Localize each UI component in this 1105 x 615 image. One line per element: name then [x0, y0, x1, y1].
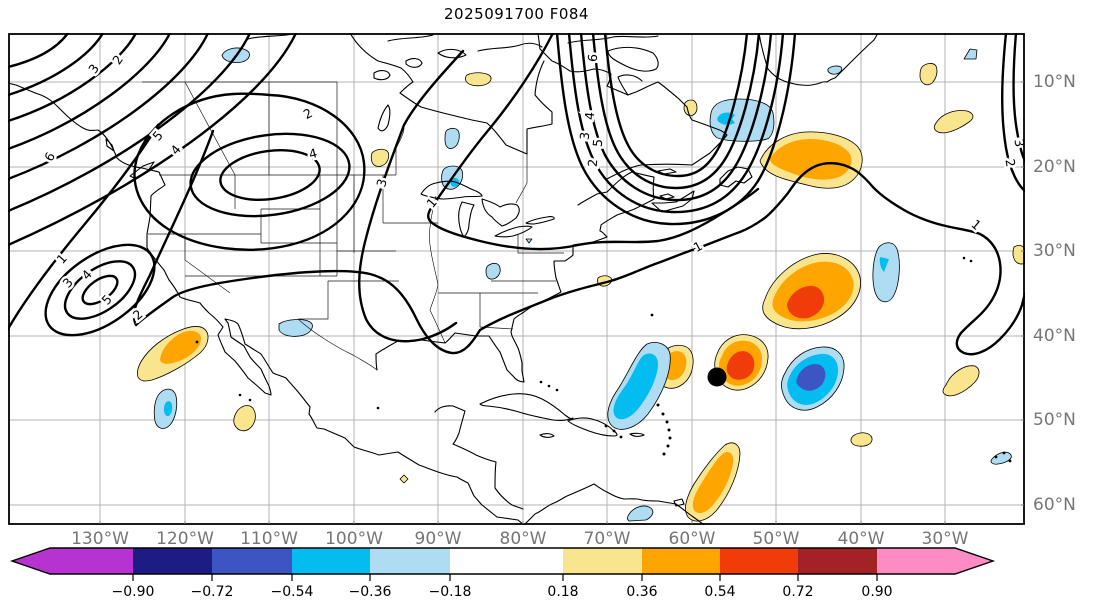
- x-tick-label: 110°W: [240, 529, 298, 549]
- colorbar-under-arrow: [12, 548, 50, 574]
- storm-position-marker: [707, 367, 727, 387]
- colorbar-segment: [563, 548, 642, 574]
- contour-label: 2: [301, 105, 315, 122]
- plot-border: [8, 33, 1025, 525]
- plot-title: 2025091700 F084: [444, 5, 589, 23]
- y-tick-label: 50°N: [1033, 410, 1076, 430]
- colorbar-segment: [370, 548, 450, 574]
- contour-label: 3: [59, 275, 75, 291]
- colorbar-segment: [798, 548, 877, 574]
- x-tick-label: 80°W: [499, 529, 547, 549]
- x-tick-label: 130°W: [71, 529, 129, 549]
- y-tick-label: 40°N: [1033, 326, 1076, 346]
- contour-label: 6: [585, 53, 601, 62]
- x-tick-label: 120°W: [156, 529, 214, 549]
- colorbar-outline: [9, 547, 996, 575]
- colorbar-segment: [133, 548, 212, 574]
- contour-label: 2: [130, 306, 146, 323]
- contour-label: 5: [590, 138, 606, 147]
- colorbar-tick-label: −0.54: [270, 584, 314, 600]
- colorbar-tick-label: −0.36: [348, 584, 392, 600]
- colorbar-over-arrow: [955, 548, 993, 574]
- mississippi-river: [429, 195, 446, 344]
- colorbar-segment: [212, 548, 292, 574]
- x-tick-label: 70°W: [583, 529, 631, 549]
- x-tick-label: 30°W: [921, 529, 969, 549]
- y-tick-label: 30°N: [1033, 241, 1076, 261]
- colorbar: [9, 547, 996, 581]
- colorbar-tick-label: −0.72: [190, 584, 234, 600]
- contour-label: 2: [109, 52, 126, 67]
- colorbar-segment: [642, 548, 720, 574]
- colorbar-tick-label: −0.18: [428, 584, 472, 600]
- colorbar-tick-label: 0.72: [782, 584, 814, 600]
- x-tick-label: 50°W: [752, 529, 800, 549]
- colorbar-segment: [450, 548, 563, 574]
- y-tick-label: 20°N: [1033, 157, 1076, 177]
- colorbar-tick-label: 0.36: [626, 584, 658, 600]
- contour-label: 3: [373, 177, 390, 189]
- x-tick-label: 40°W: [837, 529, 885, 549]
- contour-lines: [8, 33, 1025, 356]
- contour-label: 4: [582, 111, 598, 120]
- contour-label: 4: [167, 142, 184, 158]
- colorbar-tick-label: 0.18: [547, 584, 579, 600]
- x-tick-label: 100°W: [325, 529, 383, 549]
- colorbar-segment: [50, 548, 133, 574]
- colorbar-tick-label: 0.54: [704, 584, 736, 600]
- colorbar-tick-label: 0.90: [861, 584, 893, 600]
- y-tick-label: 10°N: [1033, 72, 1076, 92]
- colorbar-segment: [292, 548, 370, 574]
- contour-label: 2: [585, 158, 601, 167]
- contour-label: 6: [41, 150, 58, 164]
- contour-label: 4: [307, 145, 319, 162]
- coastlines: [8, 33, 879, 525]
- colorbar-segment: [720, 548, 798, 574]
- colorbar-segment: [877, 548, 955, 574]
- graticule: [8, 33, 1025, 525]
- state-borders: [142, 81, 564, 371]
- colorbar-tick-label: −0.90: [111, 584, 155, 600]
- island-specks: [195, 256, 1012, 463]
- y-tick-label: 60°N: [1033, 495, 1076, 515]
- contour-label: 3: [1011, 138, 1025, 148]
- x-tick-label: 60°W: [668, 529, 716, 549]
- x-tick-label: 90°W: [414, 529, 462, 549]
